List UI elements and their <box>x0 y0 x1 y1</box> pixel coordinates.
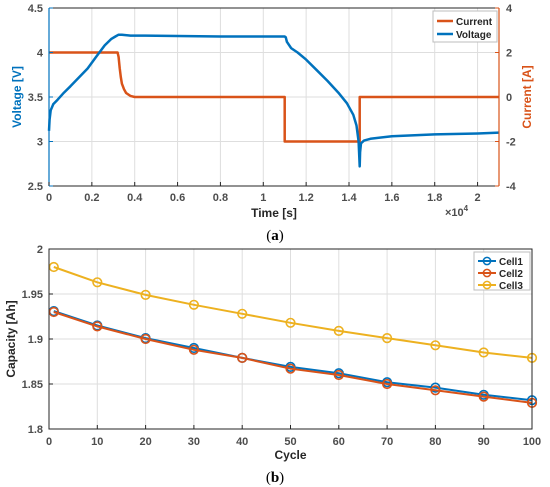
series-cell2-point <box>188 344 199 355</box>
x-tick-label: 10 <box>91 436 103 448</box>
x-tick-label: 0.8 <box>213 192 228 204</box>
x-axis-label: Time [s] <box>251 206 297 220</box>
legend-marker-cell2 <box>482 268 492 278</box>
series-cell3-point <box>140 289 151 301</box>
chart-a: 0 0.2 0.4 0.6 0.8 1 1.2 1.4 1.6 1.8 2 2.5 3 3.5 4 4.5 -4… <box>10 3 534 244</box>
series-cell3-point <box>430 340 441 351</box>
y-right-tick-label: 0 <box>506 92 512 104</box>
y-right-tick-label: -4 <box>506 181 517 193</box>
x-tick-label: 60 <box>333 436 345 448</box>
panel-label-a: (a) <box>266 228 284 244</box>
series-cell3-point <box>237 308 248 319</box>
x-tick-label: 1.2 <box>298 192 313 204</box>
legend-label-voltage: Voltage <box>456 30 492 41</box>
x-tick-label: 80 <box>429 436 441 448</box>
x-tick-label: 0.4 <box>127 192 143 204</box>
series-cell2-point <box>430 385 441 396</box>
legend-box <box>432 10 498 43</box>
y-tick-label: 2 <box>37 244 43 256</box>
series-cell3-point <box>382 333 393 344</box>
x-tick-label: 0.2 <box>84 192 99 204</box>
x-tick-label: 90 <box>478 436 490 448</box>
x-tick-label: 1.4 <box>341 192 357 204</box>
x-axis-exponent-power: 4 <box>464 204 469 213</box>
series-cell2-point <box>237 352 248 364</box>
x-tick-label: 0.6 <box>170 192 185 204</box>
panel-label-part: ) <box>279 470 284 486</box>
x-tick-label: 0 <box>46 436 52 448</box>
x-tick-label: 20 <box>139 436 151 448</box>
series-cell2-point <box>333 369 344 381</box>
y-left-tick-label: 3.5 <box>28 92 43 104</box>
series-cell2-point <box>382 378 393 390</box>
x-tick-label: 1.6 <box>384 192 399 204</box>
series-voltage-line <box>47 33 500 168</box>
series-cell3-point <box>92 277 103 288</box>
y-right-tick-label: -2 <box>506 137 516 149</box>
x-axis-exponent-base: ×10 <box>445 207 464 219</box>
x-axis-exponent: ×104 <box>445 204 469 219</box>
x-tick-label: 100 <box>523 436 541 448</box>
series-current-line <box>49 51 499 143</box>
panel-label-part: a <box>271 228 279 244</box>
series-cell2-line <box>53 311 533 404</box>
x-tick-label: 40 <box>236 436 248 448</box>
y-tick-label: 1.9 <box>28 334 43 346</box>
series-cell2-point <box>92 321 103 332</box>
legend-marker-cell1 <box>482 256 492 266</box>
x-tick-label: 30 <box>188 436 200 448</box>
x-tick-label: 1.8 <box>427 192 442 204</box>
y-axis-label: Capacity [Ah] <box>4 300 18 377</box>
y-tick-label: 1.85 <box>22 379 43 391</box>
panel-label-part: ( <box>266 228 271 244</box>
legend-marker-cell3 <box>482 280 492 290</box>
series-cell2-point <box>478 391 489 402</box>
panel-label-part: ( <box>266 470 271 486</box>
series-cell3-point <box>333 325 344 337</box>
y-left-tick-label: 4.5 <box>28 3 43 15</box>
x-tick-label: 0 <box>46 192 52 204</box>
x-tick-label: 1 <box>260 192 266 204</box>
y-tick-label: 1.95 <box>22 289 43 301</box>
series-cell3-point <box>188 299 199 310</box>
y-axis-label-right: Current [A] <box>520 65 534 128</box>
x-tick-label: 50 <box>284 436 296 448</box>
panel-label-part: ) <box>279 228 284 244</box>
panel-label-b: (b) <box>266 470 284 486</box>
y-axis-label-left: Voltage [V] <box>10 66 24 128</box>
legend-label-cell3: Cell3 <box>499 281 523 292</box>
series-cell3-point <box>478 347 489 358</box>
legend-a: Current Voltage <box>432 10 498 43</box>
legend-label-current: Current <box>456 17 493 28</box>
y-tick-label: 1.8 <box>28 424 43 436</box>
y-left-tick-label: 2.5 <box>28 181 43 193</box>
x-tick-label: 2 <box>475 192 481 204</box>
y-right-tick-label: 2 <box>506 48 512 60</box>
y-right-tick-label: 4 <box>506 3 513 15</box>
x-axis-label: Cycle <box>274 448 306 462</box>
legend-label-cell2: Cell2 <box>499 269 523 280</box>
y-left-tick-label: 4 <box>37 48 44 60</box>
chart-b: 0 10 20 30 40 50 60 70 80 90 100 1.8 1.85 1.9 1.95 2 Cyc… <box>4 244 541 486</box>
x-tick-label: 70 <box>381 436 393 448</box>
panel-label-part: b <box>271 470 279 486</box>
y-left-tick-label: 3 <box>37 137 43 149</box>
series-cell2-point <box>285 363 296 374</box>
series-cell3-point <box>285 317 296 328</box>
legend-label-cell1: Cell1 <box>499 257 523 268</box>
series-cell3-line <box>53 266 533 359</box>
series-cell2-point <box>140 333 151 345</box>
series-cell1-line <box>53 310 533 402</box>
